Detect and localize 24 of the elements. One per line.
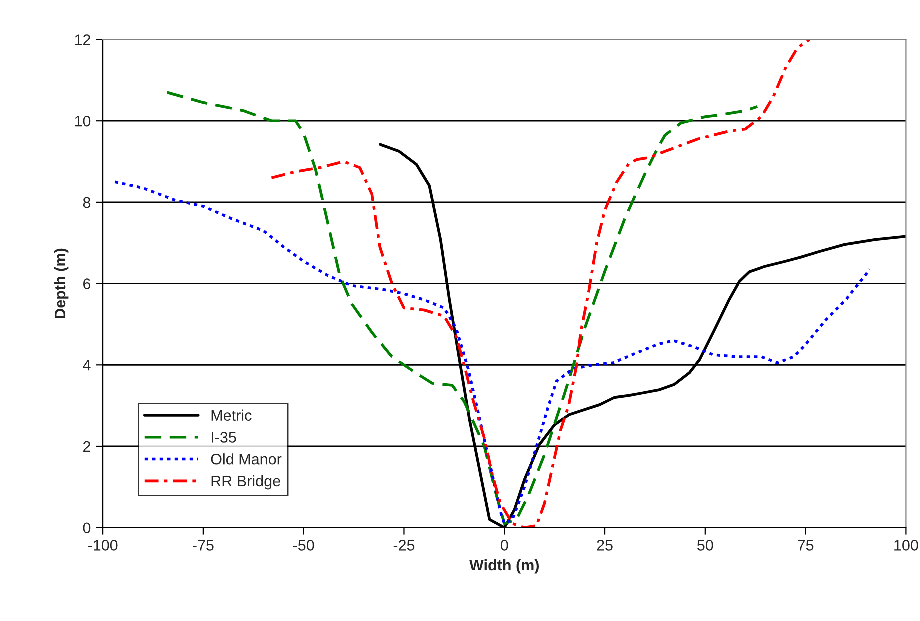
- x-tick-label: 100: [894, 540, 918, 551]
- legend-label: I-35: [212, 432, 236, 443]
- x-tick-label: 0: [500, 540, 508, 551]
- x-tick-label: 25: [597, 540, 613, 551]
- y-tick-label: 2: [84, 441, 90, 452]
- legend-label: RR Bridge: [212, 475, 280, 490]
- legend-label: Old Manor: [211, 454, 282, 465]
- x-tick-label: 75: [798, 540, 814, 551]
- line-series: [166, 91, 760, 526]
- x-tick-label: 50: [698, 540, 714, 551]
- x-tick-label: -75: [193, 540, 214, 551]
- y-tick-label: 12: [75, 34, 90, 46]
- y-tick-label: 10: [75, 116, 91, 127]
- y-axis-title: Depth (m): [54, 248, 69, 318]
- x-tick-label: -100: [88, 540, 118, 551]
- x-tick-label: -50: [293, 540, 314, 551]
- y-tick-label: 4: [83, 360, 91, 371]
- y-tick-label: 8: [83, 197, 91, 208]
- x-tick-label: -25: [394, 540, 415, 551]
- y-tick-label: 6: [84, 278, 91, 290]
- x-axis-title: Width (m): [469, 559, 540, 574]
- line-series: [114, 180, 872, 526]
- legend-label: Metric: [212, 410, 252, 422]
- y-tick-label: 0: [83, 522, 91, 534]
